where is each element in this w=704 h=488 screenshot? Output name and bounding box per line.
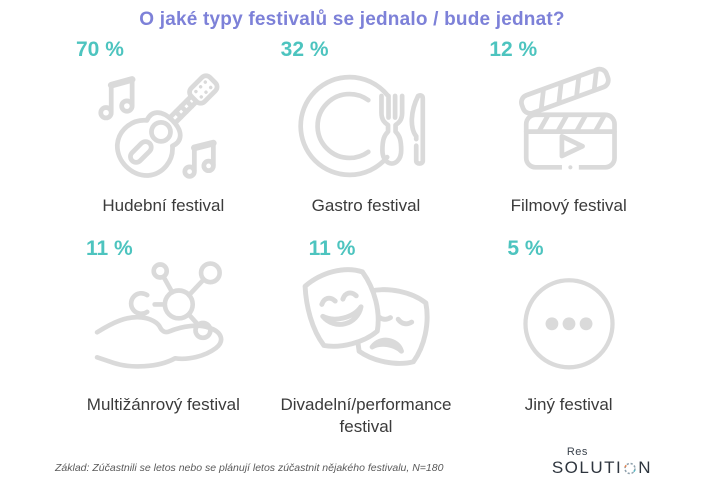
guitar-music-notes-icon <box>62 63 265 189</box>
festival-label: Jiný festival <box>524 395 613 415</box>
festival-item-gastro: 32 % Gastro festival <box>265 37 468 216</box>
ellipsis-circle-icon <box>467 262 670 388</box>
festival-item-hudebni: 70 % <box>62 37 265 216</box>
percent-value: 11 % <box>308 237 356 261</box>
festival-label: Filmový festival <box>510 196 627 215</box>
logo-res-text: Res <box>566 446 588 458</box>
film-clapperboard-icon <box>467 63 670 189</box>
festival-label: Divadelní/performance festival <box>280 395 452 436</box>
festival-grid: 70 % <box>62 37 670 437</box>
page-title: O jaké typy festivalů se jednalo / bude … <box>139 9 565 30</box>
plate-fork-knife-icon <box>265 63 468 189</box>
logo-solution-text: SOLUTI N <box>552 458 652 478</box>
theater-masks-icon <box>265 262 468 388</box>
percent-value: 11 % <box>86 237 133 261</box>
logo-word-suffix: N <box>638 458 652 477</box>
logo-word-prefix: SOLUTI <box>551 458 623 477</box>
logo-dotted-o-icon <box>623 461 637 475</box>
percent-value: 12 % <box>489 38 538 61</box>
base-footnote: Základ: Zúčastnili se letos nebo se plán… <box>55 462 444 474</box>
festival-item-jiny: 5 % Jiný festival <box>467 236 670 437</box>
festival-label: Hudební festival <box>102 196 225 215</box>
festival-label: Gastro festival <box>311 196 421 215</box>
percent-value: 5 % <box>507 237 544 261</box>
percent-value: 32 % <box>280 38 329 61</box>
festival-item-filmovy: 12 % Filmový festi <box>467 37 670 216</box>
hand-molecule-icon <box>62 261 265 388</box>
festival-label: Multižánrový festival <box>86 395 240 415</box>
ressolution-logo: Res SOLUTI N <box>552 446 652 478</box>
festival-item-multizanrovy: 11 % Multižánrový festival <box>62 236 265 437</box>
percent-value: 70 % <box>76 38 124 61</box>
festival-item-divadelni: 11 % Divadelní/performance festival <box>265 236 468 437</box>
